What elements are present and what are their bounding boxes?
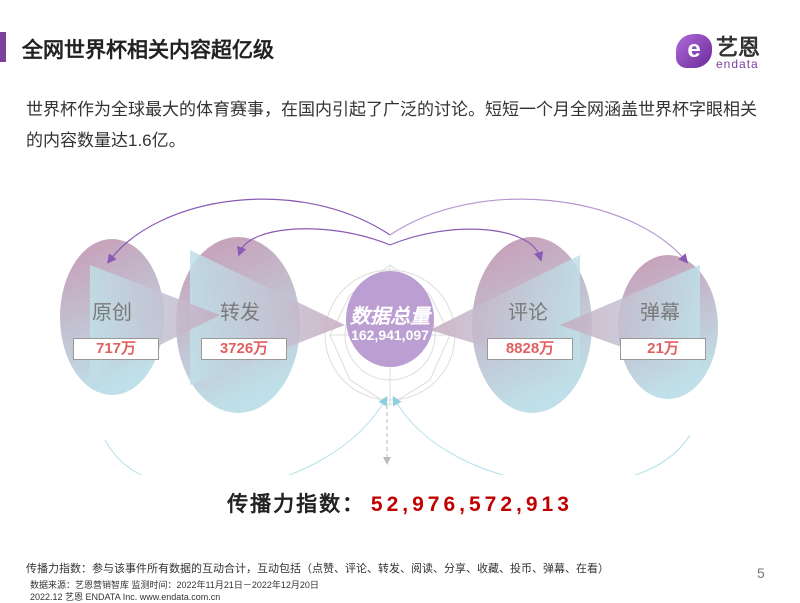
arc-bottom-left <box>104 395 388 475</box>
center-value: 162,941,097 <box>351 327 429 343</box>
label-yuanchuang: 原创 <box>92 302 132 324</box>
page-title: 全网世界杯相关内容超亿级 <box>22 39 274 62</box>
spread-index-value: 52,976,572,913 <box>370 493 573 516</box>
title-accent-bar <box>0 32 6 62</box>
arc-top-left-outer <box>107 198 391 264</box>
footnote: 传播力指数：参与该事件所有数据的互动合计，互动包括（点赞、评论、转发、阅读、分享… <box>26 563 609 575</box>
arc-top-left-inner <box>237 228 391 257</box>
endata-logo: e 艺恩 endata <box>676 30 786 74</box>
logo-en: endata <box>716 57 759 71</box>
label-zhuanfa: 转发 <box>220 302 260 324</box>
center-circle <box>346 271 434 367</box>
value-yuanchuang: 717万 <box>73 338 159 360</box>
spread-index: 传播力指数： 52,976,572,913 <box>0 488 800 518</box>
arc-top-right-inner <box>389 228 544 262</box>
data-source: 数据来源：艺恩营销智库 监测时间：2022年11月21日－2022年12月20日 <box>30 580 319 590</box>
intro-text: 世界杯作为全球最大的体育赛事，在国内引起了广泛的讨论。短短一个月全网涵盖世界杯字… <box>26 100 757 150</box>
endata-logo-icon: e <box>676 34 712 68</box>
copyright: 2022.12 艺恩 ENDATA Inc. www.endata.com.cn <box>30 592 221 602</box>
logo-cn: 艺恩 <box>716 35 761 60</box>
label-danmu: 弹幕 <box>640 302 680 324</box>
page-number: 5 <box>757 565 765 581</box>
value-danmu: 21万 <box>620 338 706 360</box>
center-title: 数据总量 <box>350 306 430 328</box>
arc-bottom-right <box>392 395 691 475</box>
value-pinglun: 8828万 <box>487 338 573 360</box>
arc-top-right-outer <box>389 198 689 264</box>
label-pinglun: 评论 <box>508 302 548 324</box>
spread-index-label: 传播力指数： <box>227 493 366 516</box>
value-zhuanfa: 3726万 <box>201 338 287 360</box>
